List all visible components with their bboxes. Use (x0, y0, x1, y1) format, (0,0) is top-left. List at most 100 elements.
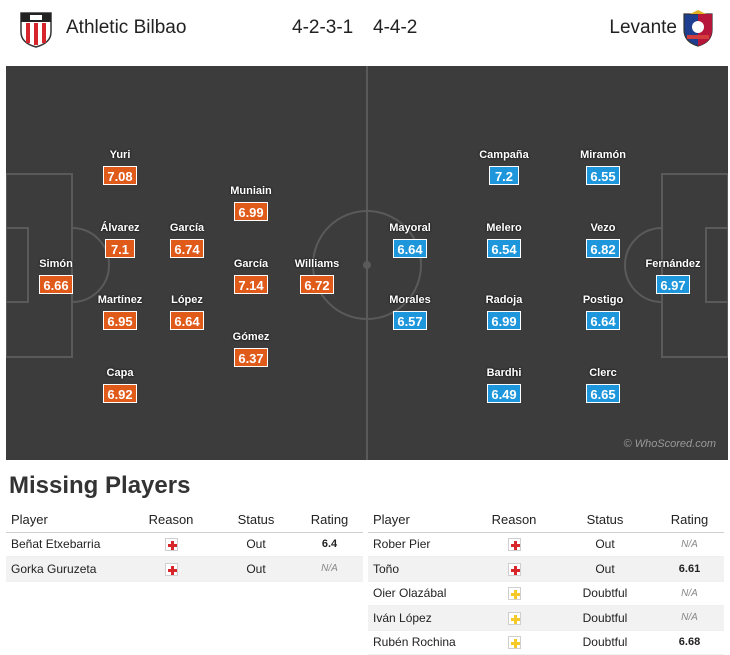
away-player-clerc[interactable]: Clerc 6.65 (563, 366, 643, 404)
missing-status: Out (216, 556, 296, 582)
missing-status: Doubtful (555, 605, 655, 631)
player-rating: 7.14 (234, 275, 268, 294)
missing-status: Out (216, 532, 296, 557)
player-name: Gómez (232, 331, 270, 343)
missing-player-name[interactable]: Toño (368, 556, 473, 582)
missing-rating: N/A (655, 605, 724, 631)
player-rating: 6.66 (39, 275, 73, 294)
away-player-campana[interactable]: Campaña 7.2 (464, 148, 544, 186)
player-name: García (169, 222, 205, 234)
player-rating: 6.55 (586, 166, 620, 185)
home-team-name[interactable]: Athletic Bilbao (66, 17, 187, 38)
away-player-vezo[interactable]: Vezo 6.82 (563, 221, 643, 259)
player-rating: 6.37 (234, 348, 268, 367)
away-player-radoja[interactable]: Radoja 6.99 (464, 293, 544, 331)
home-player-garcia-am[interactable]: García 7.14 (211, 257, 291, 295)
missing-rating: 6.61 (655, 556, 724, 582)
missing-player-name[interactable]: Oier Olazábal (368, 581, 473, 606)
missing-status: Doubtful (555, 630, 655, 655)
table-row: Gorka Guruzeta Out N/A (6, 556, 363, 582)
home-player-garcia-cm[interactable]: García 6.74 (147, 221, 227, 259)
levante-crest-icon (683, 10, 713, 47)
missing-players-title: Missing Players (9, 472, 191, 499)
home-player-alvarez[interactable]: Álvarez 7.1 (80, 221, 160, 259)
home-formation: 4-2-3-1 (292, 17, 354, 38)
player-rating: 7.08 (103, 166, 137, 185)
pitch-lines (6, 66, 728, 460)
table-row: Iván López Doubtful N/A (368, 605, 724, 631)
col-rating: Rating (296, 508, 363, 533)
away-formation: 4-4-2 (373, 17, 418, 38)
home-player-gomez[interactable]: Gómez 6.37 (211, 330, 291, 368)
home-player-muniain[interactable]: Muniain 6.99 (211, 184, 291, 222)
missing-player-name[interactable]: Iván López (368, 605, 473, 631)
missing-rating: 6.68 (655, 630, 724, 655)
away-player-melero[interactable]: Melero 6.54 (464, 221, 544, 259)
player-name: Melero (486, 222, 522, 234)
player-rating: 6.99 (487, 311, 521, 330)
away-player-fernandez[interactable]: Fernández 6.97 (633, 257, 713, 295)
col-reason: Reason (126, 508, 216, 533)
player-name: Postigo (582, 294, 624, 306)
player-name: Williams (294, 258, 340, 270)
home-player-williams[interactable]: Williams 6.72 (277, 257, 357, 295)
player-rating: 6.74 (170, 239, 204, 258)
missing-player-name[interactable]: Beñat Etxebarria (6, 532, 126, 557)
away-player-mayoral[interactable]: Mayoral 6.64 (370, 221, 450, 259)
missing-rating: N/A (655, 581, 724, 606)
col-reason: Reason (473, 508, 555, 533)
col-rating: Rating (655, 508, 724, 533)
col-status: Status (216, 508, 296, 533)
away-player-morales[interactable]: Morales 6.57 (370, 293, 450, 331)
home-player-martinez[interactable]: Martínez 6.95 (80, 293, 160, 331)
table-row: Beñat Etxebarria Out 6.4 (6, 532, 363, 557)
injury-icon (507, 562, 521, 576)
player-rating: 6.97 (656, 275, 690, 294)
match-header: Athletic Bilbao 4-2-3-1 4-4-2 Levante (0, 0, 730, 60)
away-player-bardhi[interactable]: Bardhi 6.49 (464, 366, 544, 404)
player-name: Capa (106, 367, 134, 379)
col-player: Player (368, 508, 473, 533)
missing-player-name[interactable]: Gorka Guruzeta (6, 556, 126, 582)
player-name: Yuri (109, 149, 131, 161)
home-missing-players-table: Player Reason Status Rating Beñat Etxeba… (6, 508, 363, 582)
pitch: Simón 6.66 Yuri 7.08 Álvarez 7.1 Martíne… (6, 66, 728, 460)
player-rating: 7.1 (105, 239, 135, 258)
player-name: Muniain (230, 185, 272, 197)
player-rating: 6.64 (170, 311, 204, 330)
missing-status: Out (555, 532, 655, 557)
player-rating: 6.64 (586, 311, 620, 330)
player-name: García (233, 258, 269, 270)
table-row: Rubén Rochina Doubtful 6.68 (368, 630, 724, 655)
injury-icon (507, 538, 521, 552)
missing-rating: N/A (655, 532, 724, 557)
player-name: Simón (39, 258, 73, 270)
player-rating: 6.72 (300, 275, 334, 294)
player-name: Miramón (580, 149, 626, 161)
table-row: Rober Pier Out N/A (368, 532, 724, 557)
player-rating: 6.57 (393, 311, 427, 330)
missing-status: Doubtful (555, 581, 655, 606)
home-player-simon[interactable]: Simón 6.66 (16, 257, 96, 295)
player-name: Fernández (645, 258, 701, 270)
whoscored-watermark: © WhoScored.com (623, 438, 716, 450)
home-player-capa[interactable]: Capa 6.92 (80, 366, 160, 404)
doubtful-icon (507, 636, 521, 650)
missing-player-name[interactable]: Rubén Rochina (368, 630, 473, 655)
col-player: Player (6, 508, 126, 533)
player-name: Vezo (590, 222, 616, 234)
missing-player-name[interactable]: Rober Pier (368, 532, 473, 557)
player-rating: 7.2 (489, 166, 519, 185)
away-player-postigo[interactable]: Postigo 6.64 (563, 293, 643, 331)
away-missing-players-table: Player Reason Status Rating Rober Pier O… (368, 508, 724, 655)
home-player-yuri[interactable]: Yuri 7.08 (80, 148, 160, 186)
player-rating: 6.82 (586, 239, 620, 258)
player-rating: 6.54 (487, 239, 521, 258)
player-name: Campaña (479, 149, 529, 161)
player-rating: 6.95 (103, 311, 137, 330)
home-player-lopez[interactable]: López 6.64 (147, 293, 227, 331)
away-team-name[interactable]: Levante (609, 17, 677, 38)
away-player-miramon[interactable]: Miramón 6.55 (563, 148, 643, 186)
missing-status: Out (555, 556, 655, 582)
player-name: Martínez (97, 294, 143, 306)
